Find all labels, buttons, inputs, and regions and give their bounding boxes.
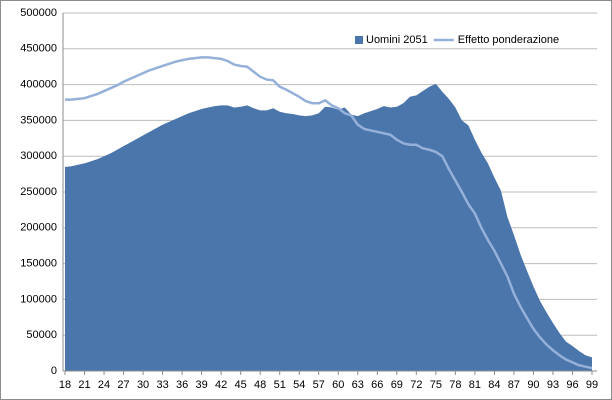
x-tick-label: 30 (137, 379, 149, 391)
line (65, 56, 593, 370)
legend-label: Uomini 2051 (366, 34, 428, 46)
legend-swatch (355, 36, 363, 44)
x-tick-label: 69 (391, 379, 403, 391)
x-tick-label: 42 (215, 379, 227, 391)
x-tick-label: 33 (156, 379, 168, 391)
x-tick-label: 36 (176, 379, 188, 391)
x-tick-label: 39 (196, 379, 208, 391)
x-tick-label: 48 (254, 379, 266, 391)
x-tick-label: 51 (274, 379, 286, 391)
x-tick-label: 57 (313, 379, 325, 391)
y-tick-label: 150000 (20, 258, 57, 270)
x-tick-label: 78 (449, 379, 461, 391)
x-tick-label: 81 (469, 379, 481, 391)
y-tick-label: 250000 (20, 186, 57, 198)
x-tick-label: 18 (59, 379, 71, 391)
x-tick-label: 54 (293, 379, 305, 391)
x-tick-label: 84 (488, 379, 500, 391)
y-tick-label: 300000 (20, 150, 57, 162)
y-tick-label: 0 (51, 365, 57, 377)
x-tick-label: 72 (410, 379, 422, 391)
y-tick-label: 500000 (20, 7, 57, 19)
y-tick-label: 400000 (20, 79, 57, 91)
x-tick-label: 75 (430, 379, 442, 391)
y-tick-label: 100000 (20, 293, 57, 305)
area (65, 83, 592, 371)
x-tick-label: 63 (352, 379, 364, 391)
y-tick-label: 350000 (20, 114, 57, 126)
legend-label: Effetto ponderazione (458, 34, 559, 46)
y-tick-label: 200000 (20, 222, 57, 234)
x-tick-label: 60 (332, 379, 344, 391)
y-tick-label: 50000 (26, 329, 57, 341)
x-tick-label: 87 (508, 379, 520, 391)
x-tick-label: 27 (117, 379, 129, 391)
x-tick-label: 45 (235, 379, 247, 391)
x-tick-label: 96 (566, 379, 578, 391)
x-tick-label: 99 (586, 379, 598, 391)
y-tick-label: 450000 (20, 43, 57, 55)
x-tick-label: 24 (98, 379, 110, 391)
x-tick-label: 66 (371, 379, 383, 391)
x-tick-label: 90 (527, 379, 539, 391)
x-tick-label: 93 (547, 379, 559, 391)
x-tick-label: 21 (78, 379, 90, 391)
